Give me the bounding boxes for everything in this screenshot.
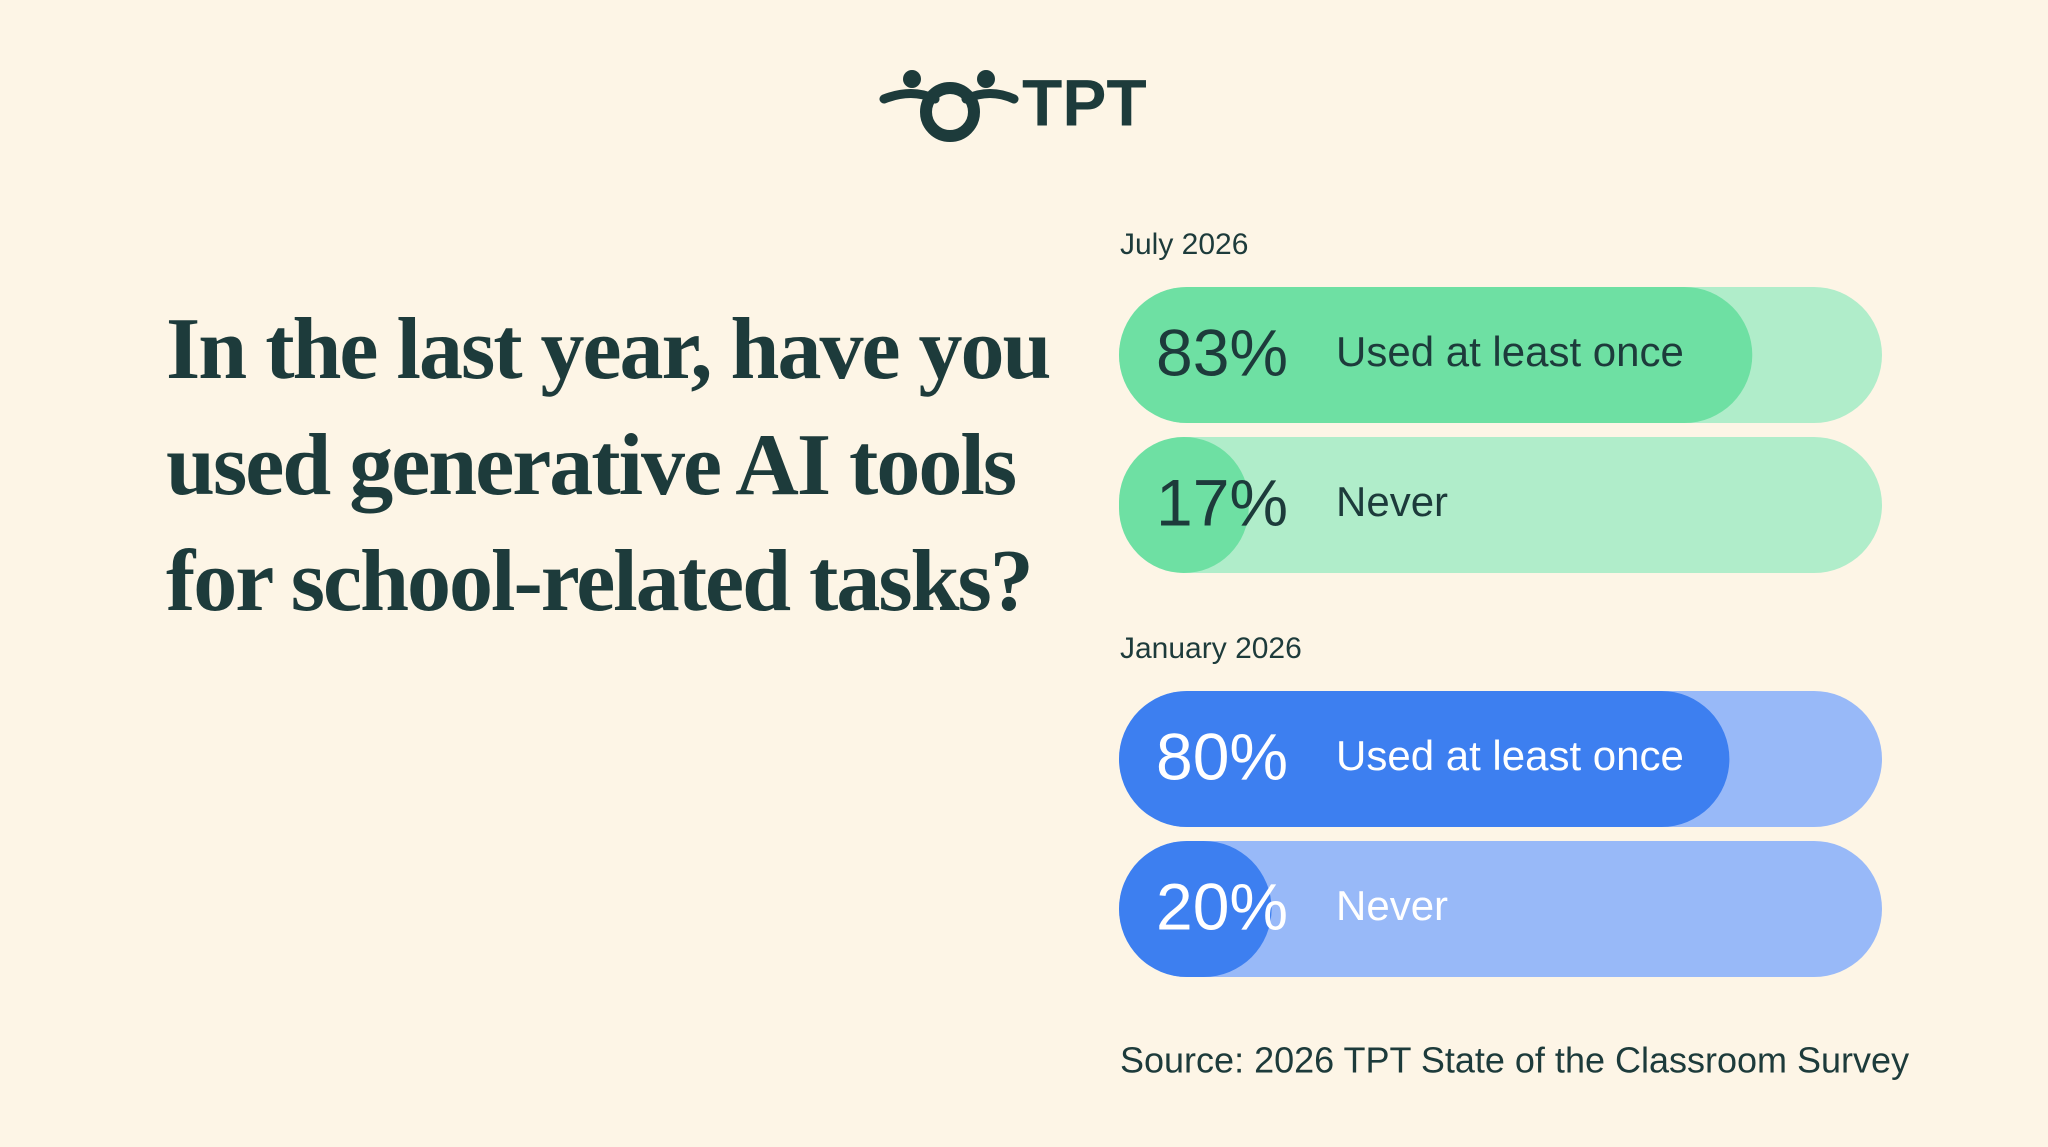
value-label: 17% xyxy=(1156,465,1288,539)
value-label: 83% xyxy=(1156,315,1288,389)
source: Source: 2026 TPT State of the Classroom … xyxy=(1120,1040,1909,1081)
value-label: 20% xyxy=(1156,869,1288,943)
logo-text: TPT xyxy=(1022,65,1147,139)
panel-label: January 2026 xyxy=(1120,632,1302,665)
panel-label: July 2026 xyxy=(1120,228,1248,261)
chart-title: In the last year, have you used generati… xyxy=(166,301,1051,630)
bar xyxy=(1119,287,1753,423)
category-label: Never xyxy=(1336,882,1448,929)
bar-track xyxy=(1119,841,1882,977)
category-label: Used at least once xyxy=(1336,732,1684,779)
logo-ring xyxy=(920,82,980,142)
category-label: Used at least once xyxy=(1336,328,1684,375)
logo-head xyxy=(903,70,921,88)
logo: TPT xyxy=(879,65,1147,142)
logo-head xyxy=(977,70,995,88)
bar-track xyxy=(1119,437,1882,573)
bar xyxy=(1119,437,1249,573)
value-label: 80% xyxy=(1156,719,1288,793)
bar xyxy=(1119,841,1272,977)
logo-arms xyxy=(879,89,1019,104)
bar xyxy=(1119,691,1730,827)
category-label: Never xyxy=(1336,478,1448,525)
